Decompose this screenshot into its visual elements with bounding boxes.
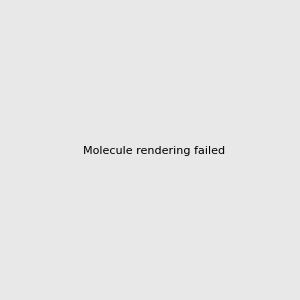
Text: Molecule rendering failed: Molecule rendering failed xyxy=(83,146,225,157)
